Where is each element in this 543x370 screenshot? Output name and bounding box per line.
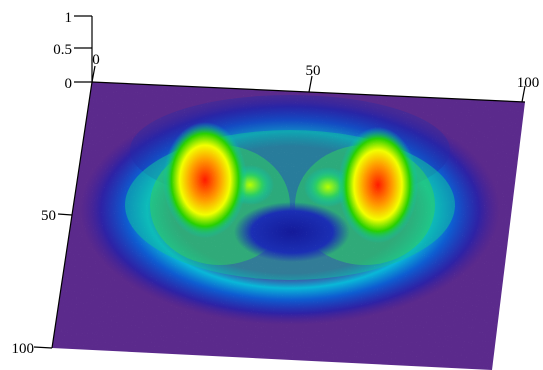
axes	[33, 15, 526, 349]
z-tick-label: 1	[65, 10, 73, 26]
z-tick-label: 0	[65, 76, 73, 92]
x-tick-label: 100	[517, 75, 540, 91]
x-tick-label: 50	[306, 63, 321, 79]
x-tick-label: 0	[92, 52, 100, 68]
tick-labels: 0 0.5 1 0 50 100 50 100	[12, 10, 540, 357]
z-tick-label: 0.5	[53, 42, 72, 58]
y-tick-label: 50	[41, 208, 56, 224]
y-tick-label: 100	[12, 341, 35, 357]
surface-body	[52, 82, 525, 370]
